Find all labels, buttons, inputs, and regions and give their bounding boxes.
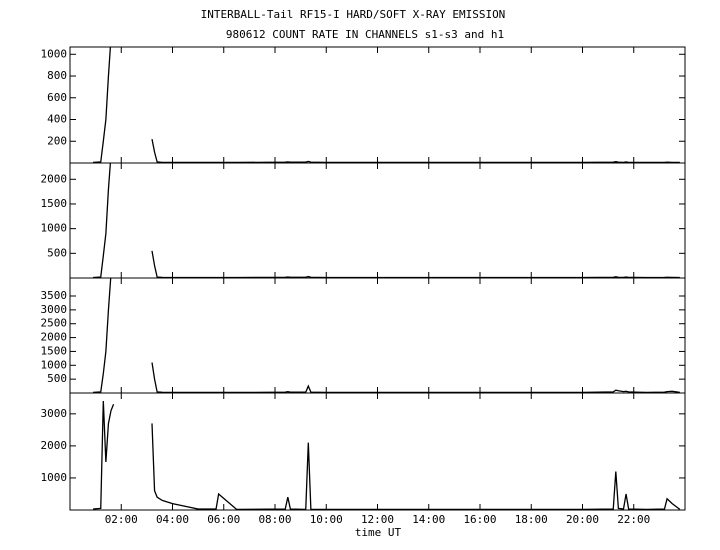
- data-line: [93, 163, 680, 278]
- y-tick-label: 500: [47, 246, 67, 259]
- y-tick-label: 800: [47, 69, 67, 82]
- x-tick-label: 10:00: [310, 513, 343, 526]
- x-tick-label: 14:00: [412, 513, 445, 526]
- x-tick-label: 06:00: [207, 513, 240, 526]
- x-tick-label: 18:00: [515, 513, 548, 526]
- panel-frame: [69, 162, 686, 279]
- y-tick-label: 500: [47, 372, 67, 385]
- chart-title: INTERBALL-Tail RF15-I HARD/SOFT X-RAY EM…: [201, 8, 506, 21]
- y-tick-label: 1000: [41, 47, 68, 60]
- x-tick-label: 02:00: [105, 513, 138, 526]
- data-line: [93, 47, 680, 163]
- panel-frame: [69, 392, 686, 511]
- x-tick-label: 12:00: [361, 513, 394, 526]
- y-tick-label: 3500: [41, 289, 68, 302]
- y-tick-label: 2000: [41, 439, 68, 452]
- y-tick-label: 1500: [41, 197, 68, 210]
- x-tick-label: 04:00: [156, 513, 189, 526]
- y-tick-label: 3000: [41, 303, 68, 316]
- y-tick-label: 1500: [41, 344, 68, 357]
- x-tick-label: 08:00: [258, 513, 291, 526]
- x-axis-label: time UT: [355, 526, 402, 539]
- y-tick-label: 1000: [41, 358, 68, 371]
- y-tick-label: 400: [47, 113, 67, 126]
- y-tick-label: 2000: [41, 331, 68, 344]
- panel-frame: [69, 277, 686, 394]
- y-tick-label: 1000: [41, 471, 68, 484]
- x-tick-label: 20:00: [566, 513, 599, 526]
- y-tick-label: 2500: [41, 317, 68, 330]
- x-tick-label: 22:00: [617, 513, 650, 526]
- y-tick-label: 2000: [41, 172, 68, 185]
- panel-frame: [69, 46, 686, 164]
- y-tick-label: 600: [47, 91, 67, 104]
- y-tick-label: 3000: [41, 407, 68, 420]
- chart-subtitle: 980612 COUNT RATE IN CHANNELS s1-s3 and …: [226, 28, 504, 41]
- data-line: [93, 400, 681, 510]
- x-tick-label: 16:00: [463, 513, 496, 526]
- y-tick-label: 1000: [41, 222, 68, 235]
- y-tick-label: 200: [47, 134, 67, 147]
- data-line: [93, 278, 680, 393]
